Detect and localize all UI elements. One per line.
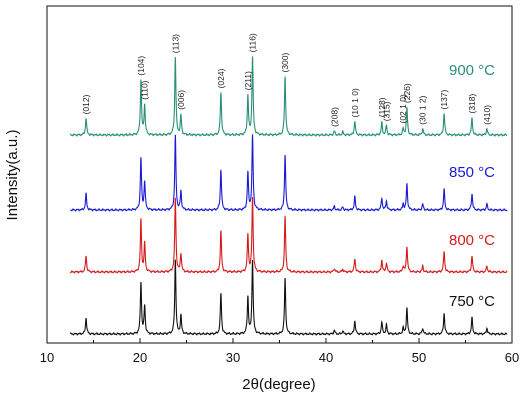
peak-label-137: (137): [439, 89, 449, 109]
trace-750C: [69, 259, 508, 336]
series-label-750: 750 °C: [449, 293, 495, 310]
peak-label-128: (128): [377, 97, 387, 117]
x-axis-label: 2θ(degree): [242, 376, 315, 393]
trace-800C: [69, 196, 508, 274]
series-labels-group: 900 °C 850 °C 800 °C 750 °C: [449, 62, 495, 310]
peak-labels-group: (012) (104) (110) (113) (006) (024) (211) (116)…: [81, 33, 492, 127]
y-axis-label: Intensity(a.u.): [4, 130, 21, 221]
peak-label-0210: (02 1 0): [398, 94, 408, 123]
peak-label-104: (104): [136, 56, 146, 76]
x-tick-label-30: 30: [226, 350, 240, 365]
trace-900C: [69, 56, 508, 137]
x-tick-label-20: 20: [133, 350, 147, 365]
x-tick-label-10: 10: [40, 350, 54, 365]
trace-850C: [70, 134, 508, 212]
peak-label-226: (226): [402, 83, 412, 103]
peak-label-006: (006): [176, 90, 186, 110]
peak-label-113: (113): [170, 34, 180, 53]
series-label-900: 900 °C: [449, 62, 495, 79]
traces-group: [69, 56, 508, 336]
peak-label-012: (012): [81, 94, 91, 114]
x-tick-label-60: 60: [505, 350, 519, 365]
peak-label-315: (315): [381, 101, 391, 121]
peak-label-208: (208): [329, 107, 339, 127]
series-label-800: 800 °C: [449, 232, 495, 249]
x-ticks-group: 10 20 30 40 50 60: [40, 338, 519, 365]
peak-label-3012: (30 1 2): [418, 95, 428, 124]
peak-label-110: (110): [140, 80, 150, 99]
x-tick-label-40: 40: [319, 350, 333, 365]
peak-label-211: (211): [243, 71, 253, 90]
peak-label-024: (024): [216, 68, 226, 88]
peak-label-300: (300): [280, 52, 290, 72]
series-label-850: 850 °C: [449, 164, 495, 181]
peak-label-116: (116): [248, 33, 258, 52]
peak-label-410: (410): [482, 105, 492, 125]
peak-label-1010: (10 1 0): [350, 88, 360, 117]
x-tick-label-50: 50: [412, 350, 426, 365]
peak-label-318: (318): [467, 93, 477, 113]
